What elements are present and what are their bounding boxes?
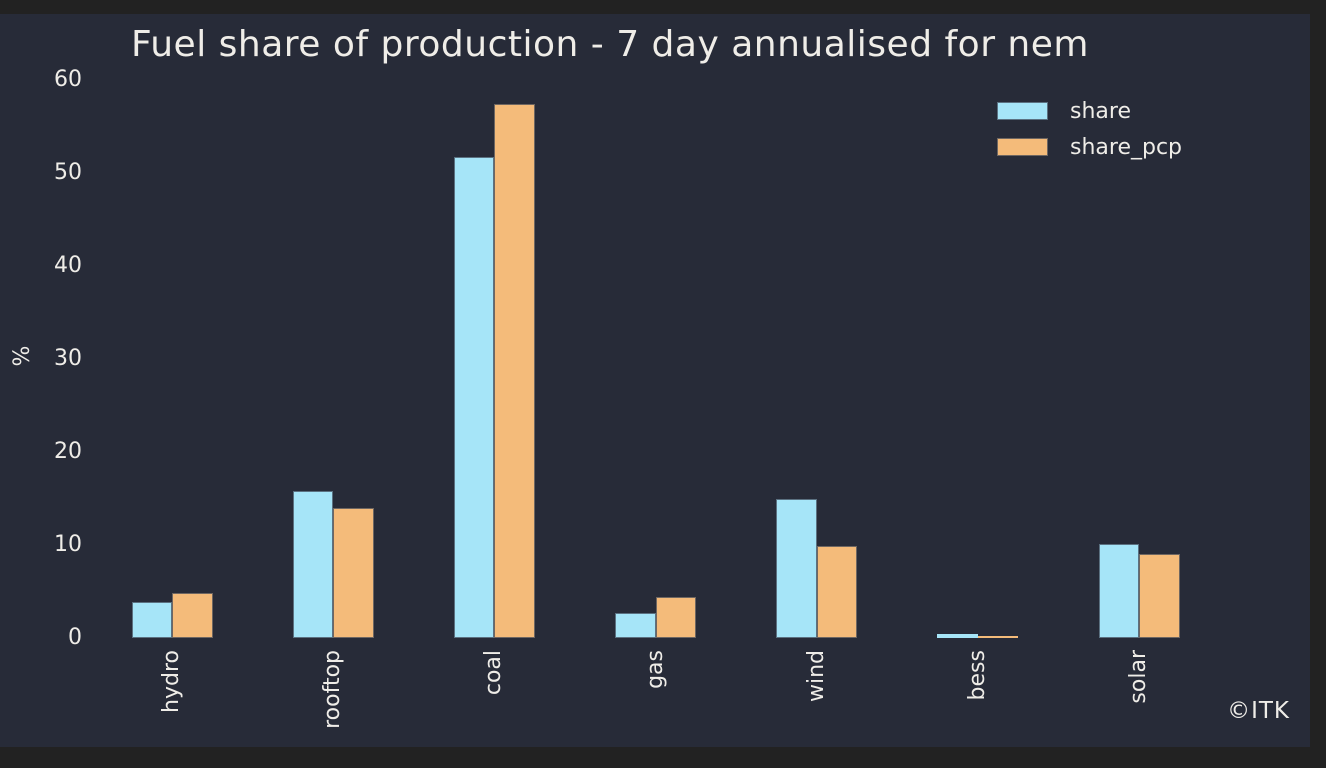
- x-tick-label-hydro: hydro: [159, 650, 184, 713]
- x-tick-label-gas: gas: [642, 650, 668, 689]
- y-tick-label: 10: [54, 532, 82, 557]
- bar-coal-share_pcp: [494, 104, 535, 638]
- x-tick-label-coal: coal: [481, 650, 507, 696]
- legend-item-share: share: [997, 98, 1131, 124]
- legend-swatch-share: [997, 102, 1048, 120]
- bar-rooftop-share: [292, 491, 334, 638]
- bar-hydro-share: [131, 601, 172, 638]
- bar-coal-share: [453, 157, 495, 638]
- bar-wind-share_pcp: [816, 545, 858, 638]
- x-tick-label-bess: bess: [964, 650, 990, 701]
- legend-label: share: [1070, 98, 1131, 124]
- bar-solar-share_pcp: [1139, 554, 1180, 638]
- bar-rooftop-share_pcp: [333, 507, 374, 638]
- bar-solar-share: [1098, 544, 1140, 638]
- legend-swatch-share_pcp: [997, 138, 1048, 156]
- y-tick-label: 50: [54, 160, 82, 185]
- y-tick-label: 20: [54, 439, 82, 464]
- x-tick-label-rooftop: rooftop: [320, 650, 346, 729]
- chart-figure: Fuel share of production - 7 day annuali…: [0, 14, 1310, 747]
- bar-wind-share: [776, 498, 817, 638]
- y-tick-label: 30: [54, 346, 82, 371]
- bar-bess-share_pcp: [977, 636, 1019, 638]
- bar-gas-share_pcp: [655, 597, 696, 638]
- y-tick-label: 60: [54, 67, 82, 92]
- bar-gas-share: [615, 612, 656, 638]
- chart-title: Fuel share of production - 7 day annuali…: [131, 24, 1089, 65]
- bar-hydro-share_pcp: [172, 593, 213, 638]
- x-tick-label-solar: solar: [1126, 650, 1152, 704]
- legend-item-share_pcp: share_pcp: [997, 134, 1183, 160]
- legend-label: share_pcp: [1070, 134, 1183, 160]
- y-tick-label: 40: [54, 253, 82, 278]
- y-tick-label: 0: [68, 625, 82, 650]
- x-tick-label-wind: wind: [803, 650, 829, 703]
- watermark: ©ITK: [1227, 698, 1290, 724]
- bar-bess-share: [937, 634, 978, 638]
